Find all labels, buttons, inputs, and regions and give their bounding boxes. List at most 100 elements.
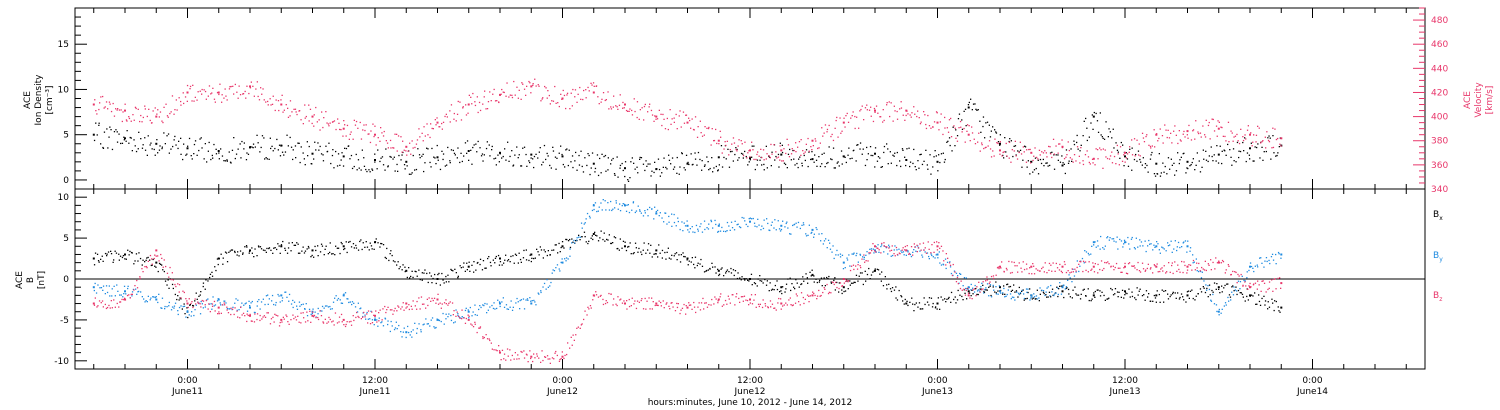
b-point (1142, 245, 1144, 247)
b-point (802, 222, 805, 224)
density-point (990, 130, 992, 132)
b-point (1023, 268, 1026, 271)
density-point (398, 154, 400, 157)
velocity-tick-label: 360 (1431, 161, 1448, 171)
velocity-point (927, 114, 929, 117)
b-point (249, 249, 251, 252)
b-point (196, 298, 198, 300)
density-point (976, 109, 978, 111)
b-point (801, 283, 803, 285)
velocity-point (756, 153, 758, 156)
density-point (971, 109, 973, 111)
b-point (270, 318, 273, 320)
b-point (1237, 273, 1239, 276)
velocity-point (979, 150, 981, 152)
density-point (813, 161, 815, 163)
b-point (523, 350, 525, 352)
density-point (1005, 151, 1007, 153)
b-point (403, 309, 405, 311)
velocity-point (803, 152, 805, 155)
b-point (1021, 289, 1023, 292)
density-point (670, 163, 672, 165)
b-point (198, 295, 200, 297)
velocity-point (535, 85, 537, 87)
b-point (819, 279, 821, 282)
b-point (1159, 270, 1161, 273)
b-point (390, 320, 392, 323)
b-point (877, 244, 879, 246)
b-point (1191, 289, 1193, 291)
b-point (345, 241, 347, 243)
b-point (1256, 264, 1258, 266)
velocity-point (883, 119, 885, 122)
density-point (135, 150, 138, 153)
velocity-point (824, 124, 827, 126)
density-point (607, 169, 609, 171)
b-point (1149, 243, 1151, 245)
b-point (707, 269, 709, 271)
density-point (1046, 162, 1048, 164)
b-point (743, 217, 745, 219)
density-point (177, 147, 179, 150)
density-point (175, 144, 177, 146)
velocity-point (729, 149, 731, 151)
velocity-point (662, 113, 664, 116)
velocity-point (1014, 140, 1016, 142)
b-point (194, 309, 196, 311)
velocity-point (896, 110, 898, 113)
b-point (622, 240, 625, 242)
density-point (796, 162, 798, 165)
b-point (340, 241, 342, 244)
density-point (1062, 162, 1064, 164)
b-point (183, 291, 185, 294)
velocity-point (485, 108, 487, 110)
b-point (544, 356, 546, 358)
b-point (736, 224, 738, 226)
b-point (908, 253, 910, 255)
density-point (485, 147, 488, 150)
b-point (576, 327, 578, 329)
b-point (1044, 294, 1046, 297)
b-point (990, 296, 993, 298)
density-point (1068, 160, 1070, 162)
b-point (806, 294, 809, 296)
b-point (668, 305, 670, 307)
velocity-point (1008, 141, 1011, 143)
velocity-point (1255, 134, 1258, 136)
b-point (1188, 297, 1190, 299)
b-point (664, 251, 666, 254)
velocity-point (1242, 139, 1245, 142)
b-point (146, 267, 148, 269)
b-point (272, 316, 274, 318)
velocity-point (431, 127, 433, 130)
density-point (237, 148, 239, 150)
b-point (751, 303, 754, 305)
b-point (849, 284, 851, 286)
density-point (786, 167, 788, 169)
velocity-point (204, 90, 207, 93)
velocity-point (746, 157, 748, 159)
velocity-point (843, 117, 845, 119)
b-point (604, 240, 606, 242)
b-point (431, 317, 434, 319)
b-point (1005, 295, 1007, 297)
b-point (694, 231, 696, 234)
b-point (888, 246, 891, 248)
b-point (469, 306, 471, 309)
b-point (954, 296, 956, 298)
b-point (981, 282, 983, 284)
velocity-point (1271, 147, 1273, 149)
density-point (651, 170, 653, 172)
b-point (464, 270, 466, 272)
b-point (916, 251, 918, 253)
b-point (408, 308, 410, 311)
b-point (534, 301, 536, 303)
b-point (302, 246, 304, 248)
b-point (1011, 271, 1013, 274)
density-point (508, 160, 510, 162)
velocity-point (1139, 155, 1141, 157)
b-point (174, 293, 176, 296)
b-point (217, 313, 219, 315)
b-point (555, 350, 557, 353)
velocity-point (925, 127, 928, 130)
